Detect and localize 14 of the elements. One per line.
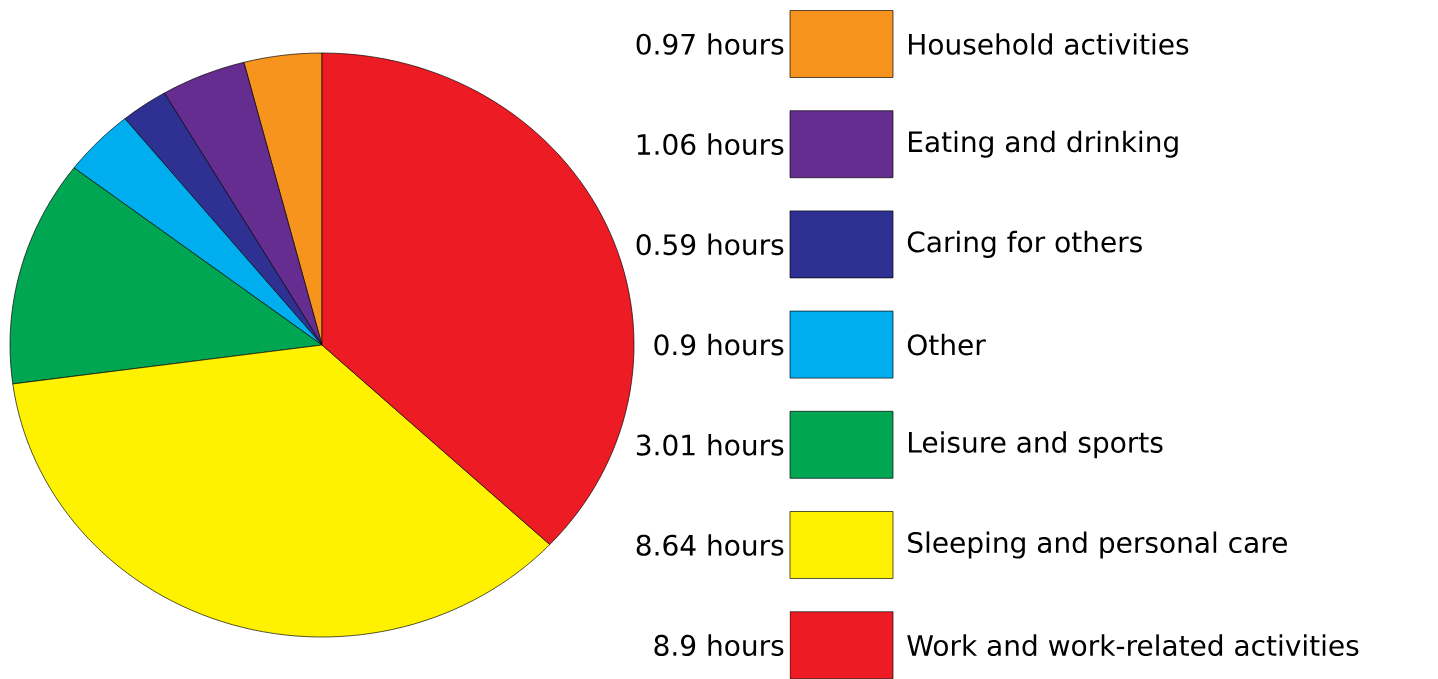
legend-label: Sleeping and personal care xyxy=(908,531,1287,559)
data-label: 3.01 hours xyxy=(636,433,784,456)
data-label: 0.9 hours xyxy=(654,333,784,356)
legend-label: Work and work-related activities xyxy=(907,634,1359,657)
legend-label: Eating and drinking xyxy=(909,130,1178,158)
legend-label: Caring for others xyxy=(907,230,1142,258)
data-label: 8.64 hours xyxy=(636,534,784,556)
legend-label: Other xyxy=(907,333,986,356)
legend-label: Household activities xyxy=(909,33,1189,55)
data-label: 0.97 hours xyxy=(636,33,784,55)
data-label: 0.59 hours xyxy=(636,233,784,256)
legend-label: Leisure and sports xyxy=(909,431,1163,459)
data-label: 1.06 hours xyxy=(637,133,784,156)
data-label: 8.9 hours xyxy=(654,634,784,657)
